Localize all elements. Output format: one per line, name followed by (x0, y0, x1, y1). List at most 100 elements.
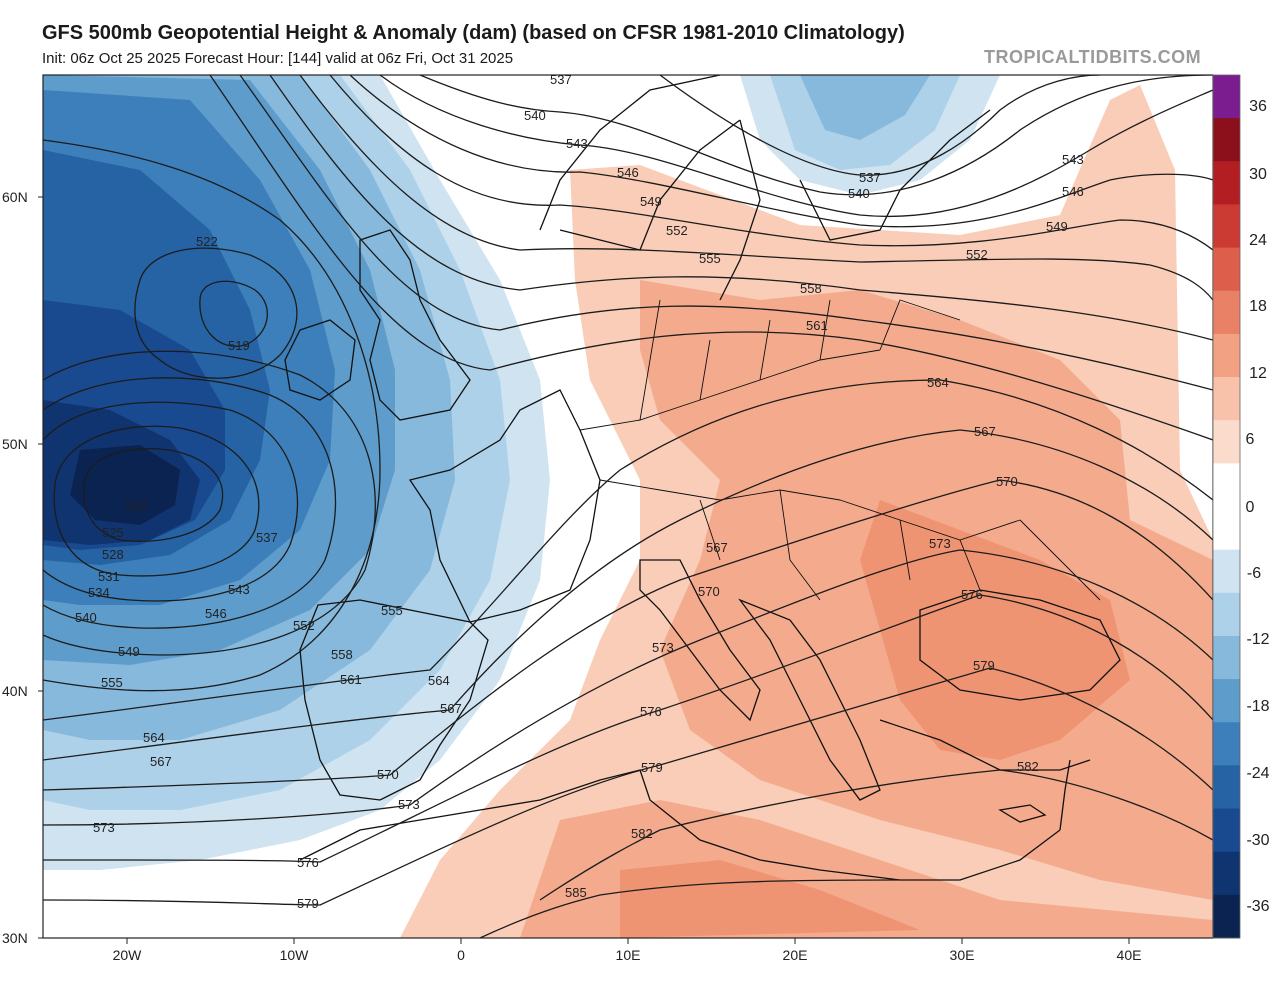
colorbar-tick-label: 24 (1249, 232, 1267, 249)
contour-label: 558 (331, 647, 353, 662)
colorbar-tick-label: 18 (1249, 298, 1267, 315)
sweden-finland-coastline (719, 109, 991, 301)
contour-label: 579 (641, 760, 663, 775)
balkans-coastline (738, 598, 881, 801)
lon-label: 40E (1117, 947, 1142, 963)
contour-561 (209, 75, 1213, 441)
contour-label: 570 (996, 474, 1018, 489)
contour-label: 576 (961, 587, 983, 602)
contour-label: 552 (666, 223, 688, 238)
north-africa-coastline (299, 769, 1061, 881)
colorbar-segment (1213, 506, 1240, 551)
contour-573 (43, 549, 1213, 826)
contour-label: 555 (381, 603, 403, 618)
negative-anomaly-area (70, 445, 180, 525)
contour-label: 522 (126, 498, 148, 513)
contour-label: 579 (297, 896, 319, 911)
contour-564 (43, 379, 1213, 721)
source-watermark: TROPICALTIDBITS.COM (984, 47, 1202, 67)
contour-543 (379, 75, 1213, 217)
contour-label: 582 (631, 826, 653, 841)
contour-label: 573 (929, 536, 951, 551)
map-subtitle: Init: 06z Oct 25 2025 Forecast Hour: [14… (42, 50, 514, 67)
lon-label: 30E (950, 947, 975, 963)
colorbar-segment (1213, 420, 1240, 464)
contour-525 (53, 425, 260, 577)
contour-label: 549 (1046, 219, 1068, 234)
colorbar-tick-label: -6 (1247, 565, 1261, 582)
contour-label: 570 (377, 767, 399, 782)
contour-555 (269, 75, 1213, 341)
contour-label: 540 (848, 186, 870, 201)
contour-label: 564 (428, 673, 450, 688)
colorbar-segment (1213, 808, 1240, 853)
contour-label: 540 (524, 108, 546, 123)
coastlines (284, 75, 1121, 881)
contour-label: 564 (143, 730, 165, 745)
contour-label: 573 (93, 820, 115, 835)
contour-522b (83, 448, 224, 542)
colorbar-tick-label: -12 (1246, 631, 1269, 648)
colorbar-labels: 36 30 24 18 12 6 0 -6 -12 -18 -24 -30 -3… (1246, 98, 1270, 915)
contour-537b (43, 139, 381, 692)
contour-label: 552 (293, 618, 315, 633)
lon-label: 10W (280, 947, 310, 963)
contour-label: 531 (98, 569, 120, 584)
colorbar-segment (1213, 333, 1240, 378)
contour-label: 576 (297, 855, 319, 870)
contour-label: 576 (640, 704, 662, 719)
longitude-axis: 20W 10W 0 10E 20E 30E 40E (113, 938, 1142, 963)
ireland-coastline (284, 319, 356, 401)
contour-label: 567 (706, 540, 728, 555)
colorbar-tick-label: -24 (1246, 765, 1269, 782)
contour-label: 567 (440, 701, 462, 716)
contour-534 (43, 350, 376, 656)
contour-label: 537 (256, 530, 278, 545)
colorbar-tick-label: -18 (1246, 698, 1269, 715)
colorbar-tick-label: -36 (1246, 898, 1269, 915)
contour-label: 543 (1062, 152, 1084, 167)
lat-label: 30N (2, 930, 28, 946)
contour-label: 567 (150, 754, 172, 769)
height-contours (43, 75, 1213, 938)
contour-label: 570 (698, 584, 720, 599)
colorbar-segment (1213, 290, 1240, 335)
colorbar-segment (1213, 204, 1240, 249)
contour-label: 543 (566, 136, 588, 151)
contour-label: 561 (806, 318, 828, 333)
map-title: GFS 500mb Geopotential Height & Anomaly … (42, 22, 905, 44)
contour-label: 546 (617, 165, 639, 180)
contour-label: 528 (102, 547, 124, 562)
cyprus-coastline (998, 804, 1047, 823)
lon-label: 10E (616, 947, 641, 963)
colorbar-tick-label: 30 (1249, 166, 1267, 183)
great-britain-coastline (359, 229, 471, 421)
contour-label: 546 (205, 606, 227, 621)
black-sea-coastline (919, 589, 1121, 701)
colorbar-tick-label: 0 (1246, 499, 1255, 516)
contour-label: 582 (1017, 759, 1039, 774)
contour-label: 537 (550, 72, 572, 87)
anomaly-colorbar (1212, 74, 1241, 939)
contour-537 (659, 75, 1101, 176)
contour-label: 573 (398, 797, 420, 812)
positive-anomaly-area (860, 500, 1130, 760)
contour-531 (43, 377, 337, 629)
italy-coastline (639, 559, 761, 722)
colorbar-tick-label: 6 (1246, 431, 1255, 448)
colorbar-segment (1213, 635, 1240, 680)
contour-label: 543 (228, 582, 250, 597)
contour-label: 555 (699, 251, 721, 266)
colorbar-segment (1213, 463, 1240, 507)
contour-558 (239, 75, 1213, 391)
contour-label: 525 (102, 525, 124, 540)
contour-label: 549 (640, 194, 662, 209)
contour-576 (43, 594, 1213, 863)
lon-label: 0 (457, 947, 465, 963)
colorbar-segment (1213, 851, 1240, 896)
colorbar-segment (1213, 722, 1240, 766)
contour-570 (43, 479, 1213, 791)
contour-label: 546 (1062, 184, 1084, 199)
contour-label: 555 (101, 675, 123, 690)
